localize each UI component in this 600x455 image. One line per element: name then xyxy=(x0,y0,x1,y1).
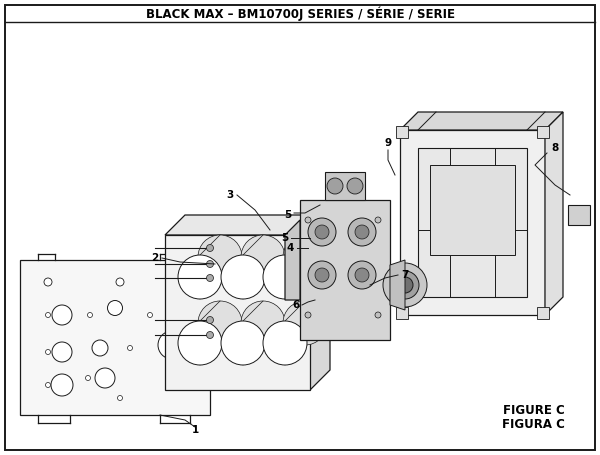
Ellipse shape xyxy=(198,301,242,345)
Ellipse shape xyxy=(305,217,311,223)
Ellipse shape xyxy=(327,178,343,194)
Text: 5: 5 xyxy=(281,233,289,243)
Text: FIGURE C: FIGURE C xyxy=(503,404,565,416)
Ellipse shape xyxy=(383,263,427,307)
Polygon shape xyxy=(400,112,563,130)
Ellipse shape xyxy=(315,268,329,282)
Polygon shape xyxy=(165,215,330,235)
Text: 9: 9 xyxy=(385,138,392,148)
Ellipse shape xyxy=(206,244,214,252)
Ellipse shape xyxy=(391,271,419,299)
Bar xyxy=(396,307,408,319)
Ellipse shape xyxy=(51,374,73,396)
Ellipse shape xyxy=(347,178,363,194)
Ellipse shape xyxy=(52,305,72,325)
Text: 4: 4 xyxy=(286,243,293,253)
Polygon shape xyxy=(310,215,330,390)
Ellipse shape xyxy=(283,301,327,345)
Polygon shape xyxy=(390,260,405,310)
Bar xyxy=(418,148,527,297)
Ellipse shape xyxy=(118,395,122,400)
Ellipse shape xyxy=(116,278,124,286)
Polygon shape xyxy=(165,235,310,390)
Text: 7: 7 xyxy=(401,270,409,280)
Ellipse shape xyxy=(198,235,242,279)
Ellipse shape xyxy=(206,274,214,282)
Ellipse shape xyxy=(46,383,50,388)
Ellipse shape xyxy=(128,345,133,350)
Text: 8: 8 xyxy=(551,143,559,153)
Ellipse shape xyxy=(305,312,311,318)
Bar xyxy=(396,126,408,138)
Ellipse shape xyxy=(44,278,52,286)
Polygon shape xyxy=(20,260,210,415)
Ellipse shape xyxy=(46,313,50,318)
Ellipse shape xyxy=(206,332,214,339)
Ellipse shape xyxy=(308,218,336,246)
Text: 2: 2 xyxy=(151,253,158,263)
Text: 1: 1 xyxy=(191,425,199,435)
Ellipse shape xyxy=(52,342,72,362)
Ellipse shape xyxy=(283,235,327,279)
Ellipse shape xyxy=(315,225,329,239)
Ellipse shape xyxy=(158,331,186,359)
Polygon shape xyxy=(285,220,300,300)
Ellipse shape xyxy=(206,317,214,324)
Ellipse shape xyxy=(148,313,152,318)
Ellipse shape xyxy=(375,312,381,318)
Bar xyxy=(537,126,549,138)
Ellipse shape xyxy=(95,368,115,388)
Ellipse shape xyxy=(86,375,91,380)
Ellipse shape xyxy=(206,261,214,268)
Ellipse shape xyxy=(348,261,376,289)
Ellipse shape xyxy=(355,268,369,282)
Ellipse shape xyxy=(178,255,222,299)
Bar xyxy=(400,130,545,315)
Ellipse shape xyxy=(348,218,376,246)
Ellipse shape xyxy=(263,255,307,299)
Ellipse shape xyxy=(92,340,108,356)
Bar xyxy=(430,165,515,255)
Bar xyxy=(537,307,549,319)
Polygon shape xyxy=(325,172,365,200)
Ellipse shape xyxy=(46,349,50,354)
Ellipse shape xyxy=(178,321,222,365)
Text: BLACK MAX – BM10700J SERIES / SÉRIE / SERIE: BLACK MAX – BM10700J SERIES / SÉRIE / SE… xyxy=(146,7,455,21)
Bar xyxy=(568,205,590,225)
Polygon shape xyxy=(545,112,563,315)
Ellipse shape xyxy=(107,300,122,315)
Ellipse shape xyxy=(221,321,265,365)
Text: FIGURA C: FIGURA C xyxy=(502,419,565,431)
Ellipse shape xyxy=(263,321,307,365)
Ellipse shape xyxy=(241,235,285,279)
Ellipse shape xyxy=(397,277,413,293)
Text: 6: 6 xyxy=(292,300,299,310)
Ellipse shape xyxy=(241,301,285,345)
Bar xyxy=(300,200,390,340)
Text: 5: 5 xyxy=(284,210,292,220)
Ellipse shape xyxy=(88,313,92,318)
Ellipse shape xyxy=(308,261,336,289)
Text: 3: 3 xyxy=(226,190,233,200)
Ellipse shape xyxy=(221,255,265,299)
Ellipse shape xyxy=(375,217,381,223)
Ellipse shape xyxy=(355,225,369,239)
